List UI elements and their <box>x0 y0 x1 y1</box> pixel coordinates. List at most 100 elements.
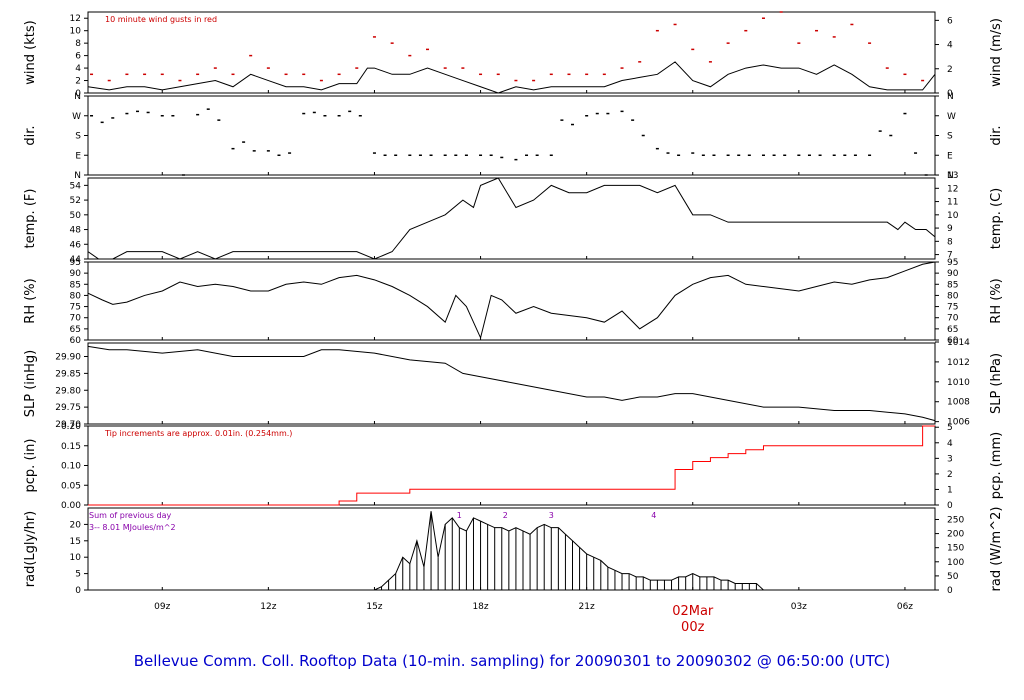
time-tick-label: 09z <box>154 602 170 612</box>
temp-right-tick-label: 10 <box>947 211 959 221</box>
wind-right-tick-label: 4 <box>947 41 953 51</box>
temp-left-tick-label: 54 <box>70 181 82 191</box>
rad-right-tick-label: 250 <box>947 515 964 525</box>
wind-point <box>125 73 129 76</box>
wind-point <box>832 36 836 38</box>
dir-point <box>100 121 104 124</box>
pcp-series-line <box>88 425 935 506</box>
dir-ylabel-right: dir. <box>989 125 1004 145</box>
rad-frame <box>87 507 936 591</box>
temp-right-tick-label: 7 <box>947 251 953 261</box>
rad-envelope <box>374 511 764 591</box>
wind-right-tick-label: 2 <box>947 65 953 75</box>
pcp-left-tick-label: 0.10 <box>61 462 81 472</box>
slp-left-tick-label: 29.90 <box>55 353 81 363</box>
dir-right-tick-label: S <box>947 132 953 142</box>
pcp-right-tick-label: 5 <box>947 423 953 433</box>
slp-right-tick-label: 1010 <box>947 378 970 388</box>
rad-right-tick-label: 150 <box>947 544 964 554</box>
dir-point <box>288 152 292 154</box>
dir-point <box>489 154 493 156</box>
pcp-ylabel-right: pcp. (mm) <box>989 432 1004 499</box>
dir-point <box>560 119 564 121</box>
dir-point <box>677 154 681 156</box>
pcp-left-tick-label: 0.20 <box>61 422 81 432</box>
slp-ylabel-right: SLP (hPa) <box>989 353 1004 414</box>
dir-point <box>443 154 447 156</box>
dir-point <box>832 154 836 156</box>
dir-point <box>160 115 164 117</box>
slp-series-line <box>87 345 936 422</box>
wind-right-tick-label: 6 <box>947 16 953 26</box>
pcp-right-tick-label: 3 <box>947 454 953 464</box>
dir-point <box>372 152 376 154</box>
dir-left-tick-label: S <box>75 132 81 142</box>
dir-point <box>125 112 129 115</box>
wind-point <box>620 67 624 69</box>
date-marker-date: 02Mar <box>672 604 714 619</box>
rh-series-line <box>87 261 936 340</box>
wind-point <box>160 73 164 76</box>
dir-point <box>797 154 801 156</box>
wind-point <box>850 23 854 26</box>
rh-right-tick-label: 70 <box>947 314 959 324</box>
rad-right-tick-label: 200 <box>947 530 964 540</box>
wind-point <box>355 67 359 69</box>
dir-point <box>196 113 200 116</box>
pcp-right-tick-label: 1 <box>947 485 953 495</box>
wind-point <box>903 73 907 76</box>
panel-wind: 0 2 4 6 8 10 12 0 2 4 6 wind (kts) wind (m/s) <box>23 11 1004 99</box>
wind-point <box>408 54 412 57</box>
wind-point <box>443 67 447 69</box>
wind-point <box>107 79 111 82</box>
pcp-note: Tip increments are approx. 0.01in. (0.25… <box>104 429 292 438</box>
dir-left-tick-label: E <box>75 151 81 161</box>
dir-point <box>312 111 316 114</box>
dir-point <box>807 154 811 156</box>
rad-marker-3: 3 <box>549 511 554 520</box>
temp-series-line <box>87 177 936 260</box>
dir-frame <box>87 95 936 176</box>
wind-point <box>691 48 695 51</box>
slp-left-tick-label: 29.70 <box>55 420 81 430</box>
dir-point <box>337 115 341 117</box>
dir-right-tick-label: W <box>947 112 956 122</box>
wind-point <box>638 61 642 63</box>
dir-point <box>136 110 140 113</box>
wind-point <box>249 54 253 57</box>
rh-left-tick-label: 60 <box>70 336 82 346</box>
wind-series-line <box>87 61 936 94</box>
dir-point <box>348 110 352 113</box>
dir-point <box>418 154 422 156</box>
slp-right-tick-label: 1008 <box>947 398 970 408</box>
dir-point <box>772 154 776 156</box>
rh-right-tick-label: 85 <box>947 280 958 290</box>
wind-point <box>479 73 483 76</box>
wind-point <box>213 67 217 69</box>
rad-marker-1: 1 <box>457 511 462 520</box>
pcp-right-tick-label: 0 <box>947 501 953 511</box>
wind-point <box>726 42 730 44</box>
rh-right-tick-label: 65 <box>947 325 958 335</box>
temp-frame <box>87 177 936 260</box>
rh-left-tick-label: 65 <box>70 325 81 335</box>
rad-marker-4: 4 <box>651 511 656 520</box>
rh-frame <box>87 261 936 341</box>
rad-marker-2: 2 <box>503 511 508 520</box>
dir-point <box>464 154 468 156</box>
dir-point <box>479 154 483 156</box>
dir-point <box>454 154 458 156</box>
rh-left-tick-label: 85 <box>70 280 81 290</box>
rad-ylabel-right: rad (W/m^2) <box>989 507 1004 592</box>
wind-point <box>815 29 819 32</box>
dir-left-tick-label: N <box>74 171 81 181</box>
dir-point <box>549 154 553 156</box>
dir-point <box>712 154 716 156</box>
rh-left-tick-label: 75 <box>70 303 81 313</box>
slp-ylabel-left: SLP (inHg) <box>23 350 38 418</box>
time-tick-label: 12z <box>260 602 276 612</box>
wind-point <box>90 73 94 76</box>
dir-point <box>383 154 387 156</box>
rh-left-tick-label: 80 <box>70 291 82 301</box>
